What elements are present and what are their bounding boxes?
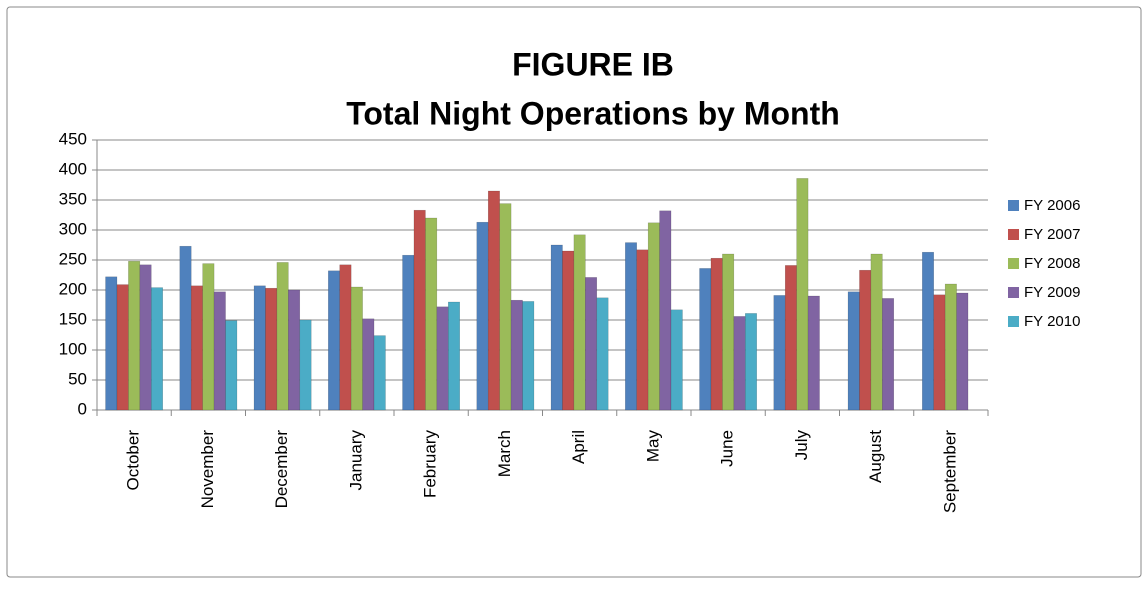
bar — [956, 292, 969, 411]
bar — [202, 263, 215, 411]
x-tick-label: September — [940, 430, 959, 513]
y-tick-label: 250 — [59, 249, 87, 268]
bar — [859, 269, 872, 411]
y-tick-label: 200 — [59, 279, 87, 298]
bar — [807, 295, 820, 411]
bar — [253, 285, 266, 411]
chart-title: FIGURE IB — [512, 46, 674, 82]
bar — [870, 253, 883, 411]
bar — [670, 309, 683, 411]
x-tick-label: February — [421, 430, 440, 499]
legend-label: FY 2009 — [1024, 284, 1080, 301]
bar — [562, 250, 575, 411]
bar — [116, 284, 129, 411]
legend-label: FY 2008 — [1024, 255, 1080, 272]
bar — [573, 234, 586, 411]
legend-swatch — [1008, 316, 1019, 327]
bar — [299, 319, 312, 411]
bar — [128, 260, 141, 411]
x-tick-label: July — [792, 430, 811, 461]
bar — [476, 221, 489, 411]
y-tick-label: 150 — [59, 309, 87, 328]
legend-label: FY 2010 — [1024, 313, 1080, 330]
bar — [659, 210, 672, 411]
legend-label: FY 2007 — [1024, 226, 1080, 243]
bar — [339, 264, 352, 411]
bar — [213, 291, 226, 411]
bar — [499, 203, 512, 411]
y-tick-label: 400 — [59, 159, 87, 178]
bar — [585, 277, 598, 411]
x-tick-label: March — [495, 430, 514, 477]
bar — [448, 301, 460, 411]
bar — [179, 245, 192, 411]
bar — [436, 306, 449, 411]
bar — [151, 287, 163, 411]
bar — [288, 289, 301, 411]
x-tick-label: April — [569, 430, 588, 464]
bar — [265, 287, 278, 411]
bar — [944, 283, 957, 411]
y-tick-label: 50 — [68, 369, 87, 388]
bar — [922, 251, 934, 411]
bar — [510, 299, 523, 411]
y-tick-label: 300 — [59, 219, 87, 238]
bar — [190, 285, 203, 411]
bar — [413, 209, 426, 411]
x-tick-label: June — [718, 430, 737, 467]
bar — [596, 297, 609, 411]
y-tick-label: 100 — [59, 339, 87, 358]
bar — [487, 190, 500, 411]
bar — [550, 244, 563, 411]
bar — [105, 276, 118, 411]
bar — [784, 265, 797, 411]
bar — [773, 295, 786, 411]
x-tick-label: December — [272, 430, 291, 509]
bar — [139, 264, 152, 411]
bar — [328, 270, 340, 411]
bar — [225, 320, 238, 411]
bar — [933, 294, 946, 411]
bar — [350, 286, 363, 411]
bar — [425, 217, 438, 411]
legend-swatch — [1008, 287, 1019, 298]
chart-title: Total Night Operations by Month — [346, 95, 840, 131]
legend-swatch — [1008, 200, 1019, 211]
y-tick-label: 350 — [59, 189, 87, 208]
bar — [373, 335, 386, 411]
bar — [882, 298, 895, 411]
bar — [625, 242, 637, 411]
bar — [733, 316, 746, 411]
legend-label: FY 2006 — [1024, 197, 1080, 214]
bar — [847, 291, 860, 411]
y-tick-label: 450 — [59, 129, 87, 148]
bar — [796, 178, 809, 411]
x-tick-label: January — [346, 430, 365, 491]
x-tick-label: May — [643, 430, 662, 463]
bar — [699, 268, 712, 411]
x-tick-label: November — [198, 430, 217, 509]
bar — [722, 253, 735, 411]
legend-swatch — [1008, 229, 1019, 240]
bar — [522, 301, 535, 411]
bar — [647, 222, 660, 411]
x-tick-label: October — [124, 430, 143, 491]
bar — [636, 249, 649, 411]
bar — [745, 313, 757, 411]
legend-swatch — [1008, 258, 1019, 269]
bar — [710, 257, 723, 411]
y-tick-label: 0 — [78, 399, 87, 418]
bar — [276, 262, 289, 411]
bar — [362, 318, 375, 411]
x-tick-label: August — [866, 430, 885, 483]
bar — [402, 254, 415, 411]
